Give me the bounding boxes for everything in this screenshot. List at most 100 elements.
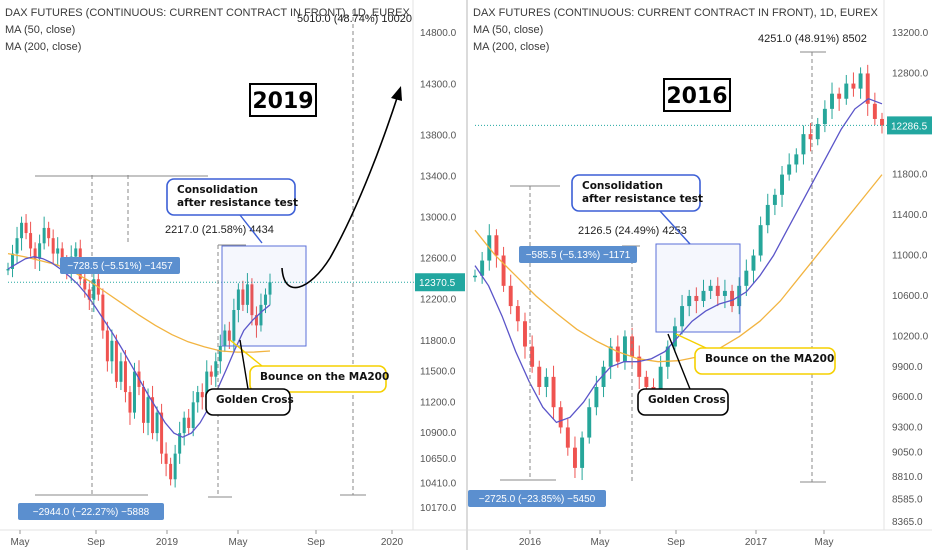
left-candle-38 — [178, 433, 182, 454]
left-candle-17 — [83, 279, 87, 290]
right-candle-28 — [672, 326, 677, 347]
right-last-price-tag-box — [887, 116, 932, 135]
left-candle-30 — [142, 386, 146, 423]
left-ytick-3: 13400.0 — [420, 172, 457, 183]
left-legend-ma200: MA (200, close) — [5, 41, 81, 53]
left-legend-ma50: MA (50, close) — [5, 24, 75, 36]
right-candle-54 — [858, 73, 863, 89]
left-candle-2 — [15, 238, 19, 254]
right-candle-55 — [865, 73, 870, 104]
left-candle-46 — [214, 361, 218, 377]
left-candle-48 — [223, 330, 227, 346]
left-callout-consolidation-pointer — [239, 214, 263, 244]
left-ma50-line — [7, 256, 271, 438]
left-candle-25 — [119, 361, 123, 382]
right-measure-label-3: 2126.5 (24.49%) 4253 — [578, 225, 687, 237]
left-measure-label-1-box — [60, 257, 180, 274]
left-candle-7 — [38, 243, 42, 259]
right-callout-golden-cross-pointer — [667, 333, 691, 390]
left-candle-43 — [200, 392, 204, 398]
right-candle-10 — [544, 376, 549, 387]
left-candle-52 — [241, 289, 245, 305]
left-year-tag-box — [249, 83, 317, 117]
right-callout-golden-cross-box — [637, 388, 729, 416]
left-measure-label-4: 5010.0 (48.74%) 10020 — [297, 13, 412, 25]
left-ytick-5: 12600.0 — [420, 254, 457, 265]
right-candle-5 — [508, 285, 513, 307]
left-candle-56 — [259, 304, 263, 326]
left-chart-layer: 14800.0 14300.0 13800.0 13400.0 13000.0 12600… — [6, 10, 465, 548]
left-callout-bounce-box — [249, 365, 387, 393]
right-legend-ma200: MA (200, close) — [473, 41, 549, 53]
left-callout-consolidation-box — [166, 178, 296, 216]
left-candle-22 — [105, 330, 109, 362]
left-candle-58 — [268, 282, 272, 295]
right-candle-15 — [580, 437, 585, 468]
right-callout-consolidation-pointer — [659, 210, 691, 245]
left-xtick-2: 2019 — [156, 537, 179, 548]
right-candle-56 — [872, 103, 877, 119]
left-ytick-9: 11200.0 — [420, 397, 456, 408]
right-legend-ma50: MA (50, close) — [473, 24, 543, 36]
right-measure-label-2-box — [468, 490, 606, 507]
left-ytick-13: 10170.0 — [420, 503, 457, 514]
right-candle-16 — [587, 407, 592, 438]
right-xtick-3: 2017 — [745, 537, 768, 548]
left-candle-8 — [42, 227, 46, 244]
left-ytick-2: 13800.0 — [420, 131, 457, 142]
right-candle-36 — [730, 290, 735, 307]
left-candle-40 — [187, 417, 191, 428]
right-candle-30 — [687, 295, 692, 307]
right-candle-3 — [494, 235, 499, 256]
left-callout-bounce-pointer — [229, 339, 263, 367]
left-candle-4 — [24, 222, 28, 234]
left-xtick-1: Sep — [87, 537, 105, 548]
right-candle-49 — [822, 108, 827, 125]
right-ytick-1: 12800.0 — [892, 68, 929, 79]
left-candle-49 — [227, 330, 231, 341]
right-candle-23 — [637, 356, 642, 377]
right-ytick-10: 9050.0 — [892, 448, 923, 459]
left-callout-consolidation-line1: Consolidation — [177, 184, 258, 196]
left-candle-37 — [173, 453, 177, 480]
left-candle-31 — [146, 397, 150, 423]
left-xtick-4: Sep — [307, 537, 325, 548]
right-candle-34 — [715, 285, 720, 296]
left-candle-41 — [191, 402, 195, 428]
right-candle-29 — [680, 306, 685, 327]
right-candle-57 — [880, 118, 884, 126]
left-candle-33 — [155, 412, 159, 434]
left-candle-39 — [182, 417, 186, 434]
right-xtick-0: 2016 — [519, 537, 542, 548]
left-candle-11 — [56, 248, 60, 254]
right-ytick-6: 10200.0 — [892, 331, 929, 342]
right-candle-21 — [622, 336, 627, 362]
left-candle-24 — [114, 340, 118, 382]
right-callout-bounce: Bounce on the MA200 — [705, 353, 834, 365]
right-consolidation-box — [655, 243, 741, 333]
left-callout-golden-cross: Golden Cross — [216, 394, 294, 406]
left-ytick-7: 11800.0 — [420, 336, 456, 347]
right-ytick-8: 9600.0 — [892, 392, 923, 403]
right-measure-label-4: 4251.0 (48.91%) 8502 — [758, 33, 867, 45]
right-ytick-13: 8365.0 — [892, 517, 923, 528]
right-candle-11 — [551, 376, 556, 408]
right-callout-consolidation-box — [571, 174, 701, 212]
left-candle-44 — [205, 371, 209, 398]
left-last-price-tag-box — [415, 273, 465, 292]
left-candle-26 — [123, 361, 127, 393]
right-candle-1 — [480, 260, 485, 276]
right-ytick-11: 8810.0 — [892, 472, 923, 483]
right-candle-39 — [751, 255, 756, 271]
left-candle-35 — [164, 453, 168, 464]
left-candle-15 — [74, 248, 78, 257]
left-ytick-1: 14300.0 — [420, 79, 457, 90]
left-ytick-6: 12200.0 — [420, 295, 457, 306]
right-candle-53 — [851, 83, 856, 89]
right-measure-label-1-box — [519, 246, 637, 263]
right-xtick-2: Sep — [667, 537, 685, 548]
right-callout-consolidation-line2: after resistance test — [582, 193, 703, 205]
left-candle-53 — [245, 284, 249, 305]
right-candle-8 — [530, 346, 535, 367]
